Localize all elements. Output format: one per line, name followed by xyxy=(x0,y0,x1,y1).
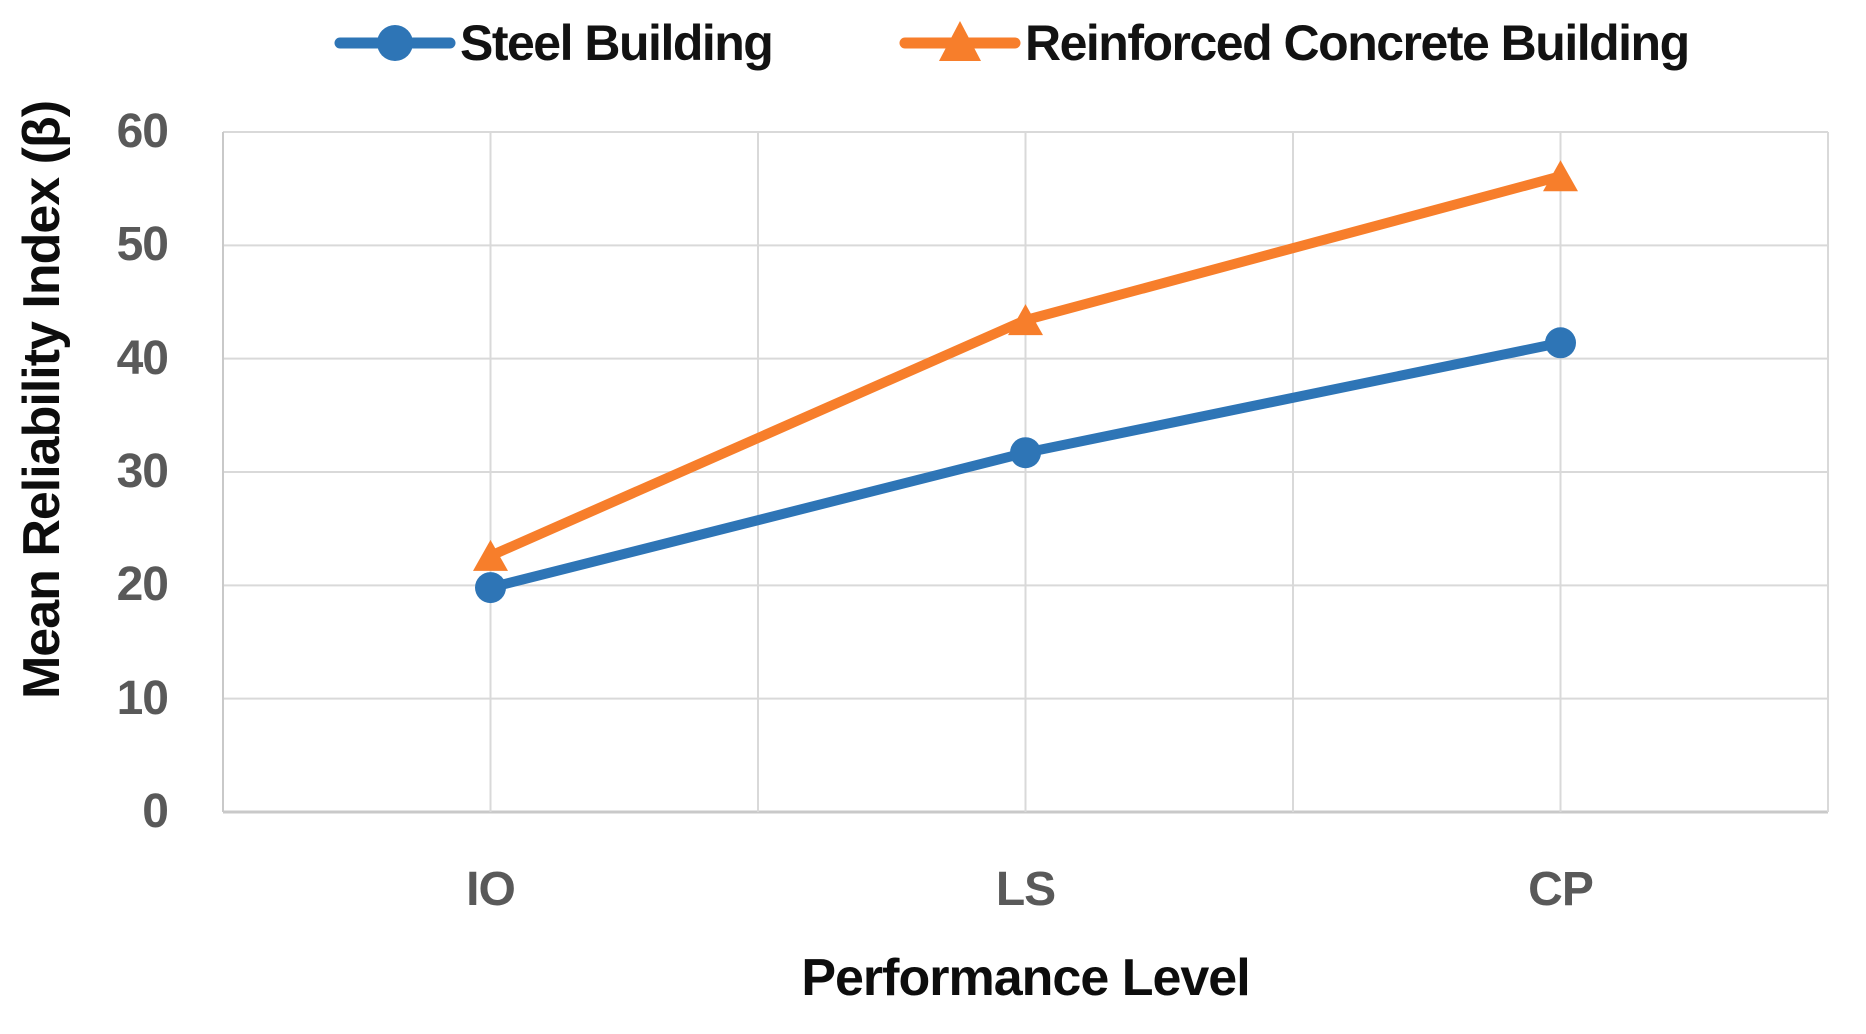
legend-item-steel-building: Steel Building xyxy=(334,10,774,76)
x-axis-title: Performance Level xyxy=(801,949,1250,1007)
legend-label-reinforced-concrete-building: Reinforced Concrete Building xyxy=(1025,15,1690,71)
y-tick-label: 10 xyxy=(116,671,169,725)
x-tick-label: CP xyxy=(1528,863,1594,916)
y-tick-label: 50 xyxy=(116,218,169,272)
data-point-circle xyxy=(475,572,506,604)
y-tick-label: 20 xyxy=(116,558,169,612)
y-tick-label: 60 xyxy=(116,105,169,158)
x-tick-label: IO xyxy=(466,863,516,916)
data-point-triangle xyxy=(1543,160,1578,192)
y-tick-label: 0 xyxy=(142,785,169,838)
reinforced-concrete-series-marker-icon xyxy=(899,21,1021,61)
data-point-circle xyxy=(1545,327,1576,359)
steel-series-marker-icon xyxy=(334,25,456,61)
legend: Steel Building Reinforced Concrete Build… xyxy=(0,10,1866,76)
data-point-circle xyxy=(1010,437,1041,469)
data-point-triangle xyxy=(1008,304,1043,336)
y-tick-label: 30 xyxy=(116,445,169,498)
legend-label-steel-building: Steel Building xyxy=(460,15,774,71)
x-tick-label: LS xyxy=(995,863,1056,916)
y-axis-title: Mean Reliability Index (β) xyxy=(13,100,71,700)
data-point-triangle xyxy=(473,539,508,571)
y-tick-label: 40 xyxy=(116,331,169,385)
legend-item-reinforced-concrete-building: Reinforced Concrete Building xyxy=(899,10,1690,76)
